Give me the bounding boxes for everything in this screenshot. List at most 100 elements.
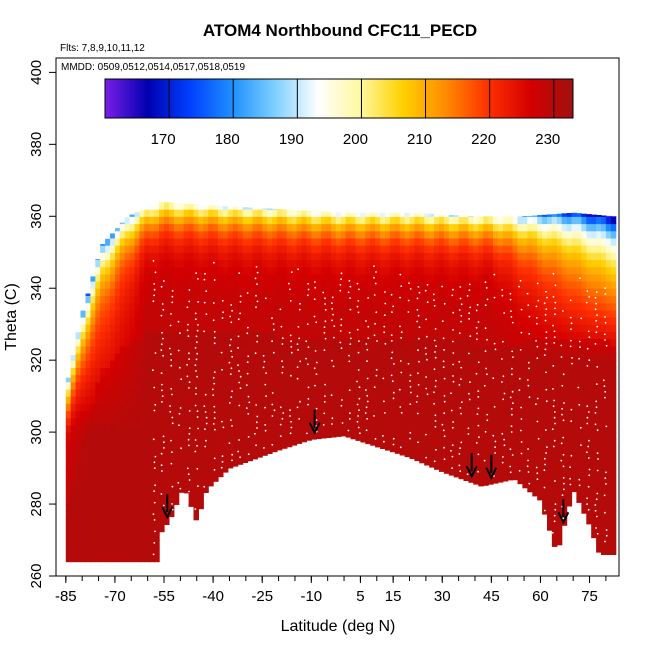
- field-cell: [149, 432, 155, 440]
- field-cell: [114, 360, 121, 368]
- field-cell: [370, 288, 376, 296]
- field-cell: [218, 388, 224, 397]
- measurement-dot: [228, 361, 231, 364]
- measurement-dot: [247, 395, 250, 398]
- field-cell: [453, 353, 460, 361]
- field-cell: [208, 309, 214, 318]
- field-cell: [527, 410, 533, 419]
- field-cell: [306, 237, 312, 246]
- field-cell: [198, 410, 204, 419]
- field-cell: [237, 381, 244, 390]
- field-cell: [345, 266, 352, 275]
- field-cell: [360, 360, 366, 368]
- measurement-dot: [477, 424, 480, 427]
- field-cell: [404, 223, 411, 232]
- field-cell: [345, 331, 352, 340]
- measurement-dot: [502, 456, 504, 458]
- field-cell: [301, 210, 307, 217]
- field-cell: [551, 403, 558, 412]
- field-cell: [252, 353, 258, 361]
- measurement-dot: [152, 369, 154, 372]
- field-cell: [537, 324, 543, 332]
- field-cell: [311, 317, 317, 325]
- field-cell: [100, 475, 106, 484]
- field-cell: [497, 237, 504, 246]
- field-cell: [576, 489, 582, 498]
- field-cell: [610, 245, 617, 253]
- measurement-dot: [476, 332, 478, 335]
- field-cell: [203, 388, 209, 397]
- measurement-dot: [442, 360, 445, 363]
- field-cell: [276, 381, 283, 390]
- measurement-dot: [162, 308, 165, 311]
- field-cell: [311, 223, 317, 232]
- field-cell: [551, 317, 558, 325]
- field-cell: [551, 259, 558, 268]
- field-cell: [183, 309, 190, 318]
- field-cell: [365, 403, 371, 412]
- field-cell: [134, 273, 141, 282]
- measurement-dot: [443, 446, 445, 449]
- field-cell: [537, 215, 543, 217]
- field-cell: [296, 259, 303, 268]
- field-cell: [331, 324, 337, 332]
- field-cell: [610, 525, 617, 534]
- field-cell: [301, 353, 307, 361]
- field-cell: [345, 424, 352, 433]
- measurement-dot: [469, 306, 472, 309]
- measurement-dot: [392, 443, 395, 446]
- measurement-dot: [460, 401, 463, 403]
- field-cell: [576, 288, 582, 296]
- field-cell: [144, 230, 150, 239]
- field-cell: [586, 230, 592, 239]
- field-cell: [488, 266, 494, 275]
- field-cell: [222, 206, 229, 210]
- field-cell: [345, 216, 352, 225]
- field-cell: [218, 367, 224, 376]
- field-cell: [399, 374, 406, 383]
- field-cell: [414, 360, 420, 368]
- field-cell: [227, 209, 234, 217]
- field-cell: [380, 309, 386, 318]
- field-cell: [453, 367, 460, 376]
- field-cell: [144, 532, 150, 541]
- field-cell: [527, 482, 533, 491]
- field-cell: [345, 252, 352, 261]
- measurement-dot: [417, 349, 419, 352]
- field-cell: [272, 432, 278, 440]
- measurement-dot: [245, 384, 248, 386]
- field-cell: [110, 439, 116, 448]
- field-cell: [80, 511, 86, 520]
- field-cell: [542, 338, 548, 347]
- field-cell: [316, 259, 322, 268]
- field-cell: [188, 424, 195, 433]
- field-cell: [473, 396, 479, 404]
- field-cell: [605, 460, 612, 469]
- field-cell: [605, 468, 612, 476]
- field-cell: [434, 223, 440, 232]
- field-cell: [154, 388, 160, 397]
- field-cell: [124, 403, 131, 412]
- field-cell: [591, 468, 597, 476]
- field-cell: [149, 496, 155, 505]
- field-cell: [434, 381, 440, 390]
- field-cell: [532, 353, 538, 361]
- field-cell: [591, 511, 597, 520]
- field-cell: [429, 259, 435, 268]
- field-cell: [183, 353, 190, 361]
- field-cell: [370, 309, 376, 318]
- field-cell: [448, 273, 455, 282]
- field-cell: [350, 331, 357, 340]
- field-cell: [326, 216, 332, 225]
- field-cell: [532, 396, 538, 404]
- field-cell: [434, 266, 440, 275]
- field-cell: [159, 525, 165, 533]
- field-cell: [458, 324, 465, 332]
- field-cell: [159, 353, 165, 361]
- field-cell: [591, 230, 597, 239]
- field-cell: [173, 453, 180, 462]
- field-cell: [360, 396, 366, 404]
- field-cell: [512, 302, 519, 311]
- field-cell: [218, 396, 224, 404]
- field-cell: [222, 295, 229, 304]
